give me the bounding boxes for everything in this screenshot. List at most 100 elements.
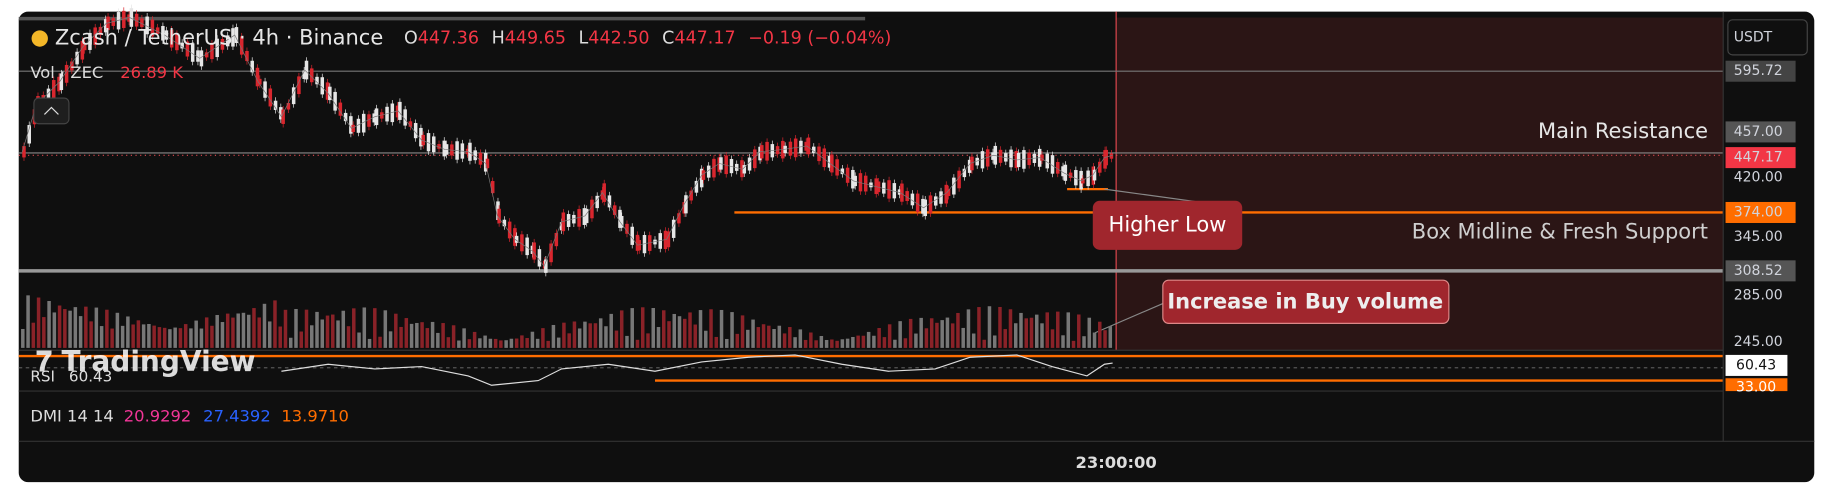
price-path bbox=[21, 17, 1113, 267]
candle bbox=[140, 18, 144, 28]
candle bbox=[145, 16, 149, 35]
candle bbox=[537, 249, 542, 267]
candle bbox=[27, 125, 31, 144]
candle bbox=[390, 103, 395, 123]
candle bbox=[701, 170, 706, 180]
candle bbox=[970, 156, 974, 171]
volume-bar bbox=[478, 338, 482, 348]
candle bbox=[666, 231, 671, 248]
volume-bar bbox=[225, 313, 230, 348]
volume-bar bbox=[551, 324, 556, 348]
volume-bar bbox=[1092, 332, 1097, 348]
volume-bar bbox=[241, 312, 246, 348]
axis-label: 33.00 bbox=[1736, 380, 1776, 396]
volume-bar bbox=[1108, 326, 1113, 348]
volume-bar bbox=[220, 322, 225, 348]
candle bbox=[887, 180, 891, 199]
candle bbox=[204, 52, 209, 58]
volume-bar bbox=[105, 309, 109, 348]
candle bbox=[577, 209, 581, 227]
candle bbox=[398, 101, 402, 120]
callout-text: Increase in Buy volume bbox=[1167, 288, 1443, 313]
axis-label-bg bbox=[1725, 354, 1788, 376]
volume-bar bbox=[556, 337, 561, 348]
volume-bar bbox=[304, 309, 309, 348]
candle bbox=[905, 191, 909, 202]
collapse-button[interactable] bbox=[33, 97, 70, 125]
volume-bar bbox=[331, 314, 335, 348]
volume-bar bbox=[415, 322, 419, 348]
volume-bar bbox=[992, 335, 997, 348]
candle bbox=[612, 205, 617, 215]
candle bbox=[239, 36, 244, 55]
volume-bar bbox=[672, 313, 677, 348]
candle bbox=[437, 144, 441, 149]
candle bbox=[561, 212, 566, 232]
candle bbox=[694, 180, 699, 193]
volume-bar bbox=[509, 338, 514, 348]
candle bbox=[356, 118, 361, 133]
volume-bar bbox=[977, 307, 981, 348]
candle bbox=[273, 100, 278, 111]
candle bbox=[75, 51, 79, 65]
volume-bars bbox=[21, 295, 1113, 348]
volume-bar bbox=[26, 295, 30, 348]
volume-bar bbox=[126, 316, 130, 348]
candle bbox=[258, 78, 262, 85]
candle bbox=[291, 87, 296, 105]
candle bbox=[22, 146, 26, 158]
candle bbox=[892, 183, 897, 199]
volume-bar bbox=[950, 323, 955, 348]
volume-bar bbox=[588, 323, 592, 348]
volume-bar bbox=[99, 326, 104, 348]
candle bbox=[180, 42, 184, 49]
volume-bar bbox=[598, 318, 603, 348]
volume-bar bbox=[1040, 323, 1044, 348]
axis-label: 285.00 bbox=[1734, 287, 1783, 303]
volume-bar bbox=[399, 326, 403, 348]
dmi-value: 20.9292 bbox=[124, 406, 192, 425]
candle bbox=[245, 51, 249, 62]
candle bbox=[1098, 161, 1102, 173]
candle bbox=[1104, 149, 1108, 166]
volume-bar bbox=[683, 318, 687, 348]
axis-label: 60.43 bbox=[1736, 357, 1776, 373]
volume-bar bbox=[373, 308, 377, 348]
candle bbox=[361, 113, 366, 133]
candle bbox=[46, 88, 51, 101]
volume-bar bbox=[94, 307, 99, 348]
volume-bar bbox=[567, 333, 571, 348]
volume-bar bbox=[520, 335, 524, 348]
candle bbox=[320, 77, 325, 95]
candle bbox=[928, 195, 933, 214]
candle bbox=[82, 43, 87, 51]
volume-bar bbox=[136, 320, 141, 348]
volume-bar bbox=[1087, 317, 1092, 348]
candle bbox=[349, 116, 353, 134]
volume-bar bbox=[740, 315, 745, 348]
candle bbox=[944, 184, 949, 204]
volume-bar bbox=[299, 331, 304, 348]
candle bbox=[897, 189, 902, 195]
volume-bar bbox=[394, 313, 398, 348]
rsi-curve bbox=[281, 354, 1113, 386]
volume-bar bbox=[267, 321, 272, 348]
volume-bar bbox=[378, 336, 382, 348]
volume-bar bbox=[493, 338, 498, 348]
candle bbox=[64, 64, 69, 83]
volume-bar bbox=[504, 340, 508, 348]
volume-bar bbox=[283, 309, 288, 348]
volume-bar bbox=[488, 338, 493, 348]
volume-bar bbox=[872, 335, 876, 348]
volume-bar bbox=[819, 335, 824, 348]
volume-bar bbox=[525, 338, 529, 348]
candle bbox=[830, 154, 834, 173]
volume-bar bbox=[42, 317, 46, 348]
volume-bar bbox=[294, 308, 298, 348]
candle bbox=[812, 146, 816, 154]
volume-bar bbox=[252, 308, 256, 348]
candle bbox=[525, 237, 529, 256]
candle bbox=[572, 214, 576, 224]
candle bbox=[734, 163, 739, 171]
currency-button[interactable] bbox=[1727, 19, 1808, 56]
